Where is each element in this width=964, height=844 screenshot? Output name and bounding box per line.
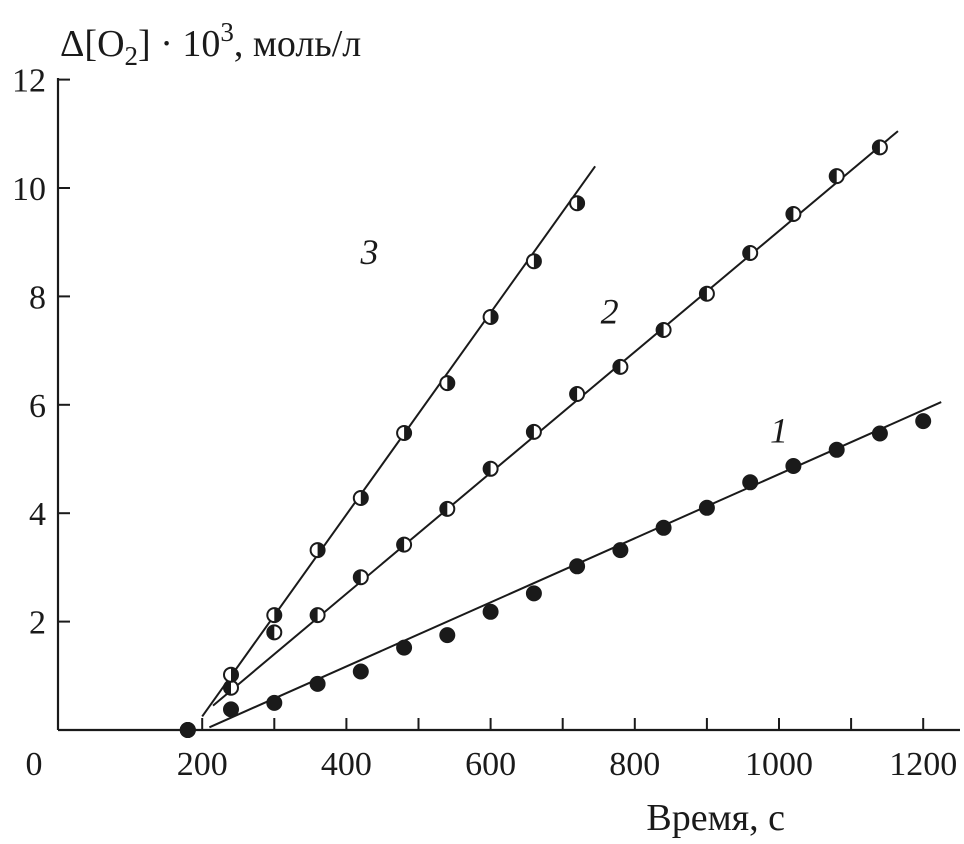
y-axis-title-sub: 2 (125, 41, 139, 71)
series-label-1: 1 (770, 411, 788, 451)
series-label-2: 2 (601, 292, 619, 332)
y-tick-label: 6 (29, 388, 46, 425)
x-tick-label: 400 (321, 746, 372, 783)
data-point-series-2 (396, 536, 413, 553)
origin-label: 0 (26, 746, 43, 783)
x-tick-label: 200 (177, 746, 228, 783)
data-point-series-2 (525, 423, 542, 440)
data-point-series-1 (309, 675, 326, 692)
data-point-series-1 (742, 474, 759, 491)
data-point-series-3 (569, 195, 586, 212)
data-point-series-1 (569, 558, 586, 575)
data-point-series-2 (698, 285, 715, 302)
data-point-series-1 (525, 585, 542, 602)
series-label-3: 3 (359, 232, 378, 272)
y-axis-title: Δ[O2] · 103, моль/л (60, 17, 361, 71)
data-point-series-1 (871, 425, 888, 442)
data-point-series-2 (828, 168, 845, 185)
y-tick-label: 12 (12, 63, 46, 100)
x-tick-label: 600 (465, 746, 516, 783)
data-point-series-2 (482, 460, 499, 477)
data-point-series-3 (525, 253, 542, 270)
data-point-series-2 (742, 245, 759, 261)
data-point-series-1 (223, 701, 239, 718)
data-point-series-3 (482, 309, 499, 325)
x-axis-title: Время, с (646, 797, 785, 839)
data-point-series-1 (352, 663, 369, 680)
data-point-series-1 (698, 499, 715, 516)
data-point-series-3 (179, 722, 196, 738)
x-tick-label: 800 (609, 746, 660, 783)
data-point-series-3 (309, 542, 326, 559)
data-point-series-1 (785, 458, 802, 474)
data-point-series-2 (223, 679, 239, 696)
data-point-series-1 (655, 519, 672, 536)
data-point-series-1 (915, 413, 932, 430)
data-point-series-3 (223, 666, 239, 683)
y-axis-title-sup: 3 (220, 17, 234, 47)
y-axis-title-delta: Δ[O (60, 23, 125, 65)
x-tick-label: 1000 (745, 746, 813, 783)
data-point-series-2 (655, 322, 672, 338)
data-point-series-2 (309, 607, 326, 624)
data-point-series-2 (266, 624, 283, 641)
data-point-series-3 (266, 607, 283, 624)
data-point-series-2 (352, 569, 369, 586)
data-point-series-2 (871, 139, 888, 156)
data-point-series-2 (439, 500, 456, 517)
data-point-series-1 (828, 441, 845, 458)
data-point-series-2 (785, 206, 802, 222)
fit-line-series-3 (201, 165, 596, 718)
data-point-series-3 (396, 425, 413, 441)
data-point-series-1 (439, 627, 456, 644)
y-tick-label: 10 (12, 171, 46, 208)
fit-line-series-2 (212, 130, 899, 707)
data-point-series-3 (439, 375, 456, 392)
data-point-series-1 (266, 694, 283, 711)
y-tick-label: 2 (29, 605, 46, 642)
y-axis-title-tail: , моль/л (234, 23, 361, 65)
data-point-series-2 (612, 358, 629, 375)
data-point-series-1 (482, 603, 499, 620)
data-point-series-1 (612, 542, 629, 559)
y-tick-label: 8 (29, 279, 46, 316)
data-point-series-1 (396, 639, 413, 656)
y-axis-title-mid: ] · 10 (138, 23, 220, 65)
x-tick-label: 1200 (889, 746, 957, 783)
y-tick-label: 4 (29, 496, 46, 533)
data-point-series-2 (569, 386, 586, 402)
data-point-series-3 (352, 490, 369, 506)
